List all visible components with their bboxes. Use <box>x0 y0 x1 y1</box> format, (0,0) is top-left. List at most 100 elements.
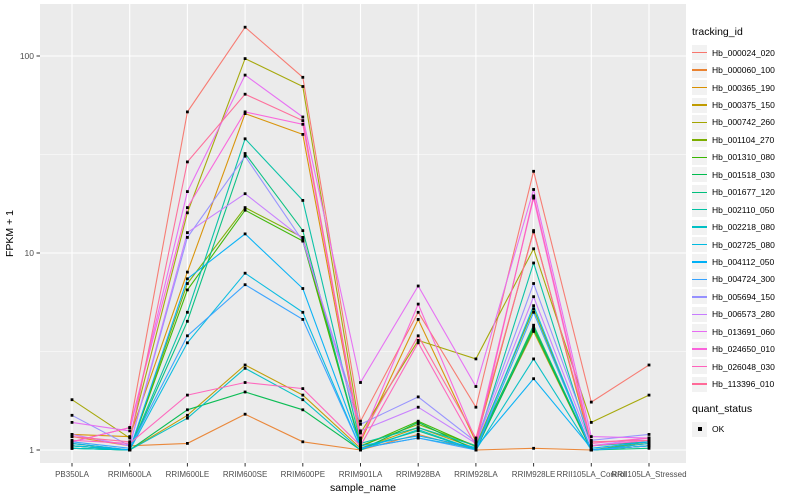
data-point <box>186 211 189 215</box>
data-point <box>416 339 420 342</box>
data-point <box>647 442 651 445</box>
data-point <box>186 206 189 209</box>
data-point <box>301 199 305 202</box>
legend-key-swatch <box>692 202 707 218</box>
data-point <box>186 341 189 345</box>
data-point <box>474 438 478 442</box>
legend-entry-Hb_001518_030: Hb_001518_030 <box>692 166 798 183</box>
legend-key-swatch <box>692 114 707 130</box>
data-point <box>532 325 535 329</box>
legend-key-swatch <box>692 306 707 322</box>
data-point <box>359 440 362 444</box>
legend-key-line-icon <box>692 69 707 71</box>
data-point <box>243 152 247 155</box>
x-tick-label: PB350LA <box>55 470 89 479</box>
legend-entry-Hb_000365_190: Hb_000365_190 <box>692 79 798 96</box>
x-tick-label: RRIM600PE <box>281 470 325 479</box>
legend-entry-label: Hb_024650_010 <box>712 344 775 355</box>
data-point <box>589 444 593 448</box>
data-point <box>359 448 362 452</box>
legend-entry-Hb_002725_080: Hb_002725_080 <box>692 236 798 253</box>
x-tick-label: RRIM928LA <box>454 470 498 479</box>
data-point <box>128 444 132 448</box>
data-point <box>474 448 478 452</box>
data-point <box>186 277 189 281</box>
x-tick-label: RRII105LA_Stressed <box>611 470 686 479</box>
legend-key-line-icon <box>692 121 707 124</box>
data-point <box>186 334 189 338</box>
data-point <box>532 323 535 327</box>
legend-entry-Hb_006573_280: Hb_006573_280 <box>692 306 798 323</box>
data-point <box>70 421 74 424</box>
data-point <box>70 446 74 450</box>
legend-entry-label: Hb_004112_050 <box>712 256 775 267</box>
data-point <box>186 393 189 397</box>
data-point <box>359 431 362 435</box>
legend-entry-label: Hb_001310_080 <box>712 152 775 163</box>
legend-entry-Hb_004112_050: Hb_004112_050 <box>692 253 798 270</box>
y-tick-label: 100 <box>20 51 34 61</box>
legend-entry-label: Hb_000024_020 <box>712 47 775 58</box>
data-point <box>301 229 305 232</box>
legend-panel: tracking_id Hb_000024_020 Hb_000060_100 Hb… <box>692 26 798 438</box>
data-point <box>186 270 189 274</box>
data-point <box>416 318 420 321</box>
data-point <box>532 327 535 331</box>
legend-entry-Hb_024650_010: Hb_024650_010 <box>692 340 798 357</box>
data-point <box>301 310 305 314</box>
legend-entry-label: Hb_001104_270 <box>712 134 775 145</box>
data-point <box>532 188 535 191</box>
data-point <box>301 115 305 119</box>
x-tick-label: RRIM901LA <box>339 470 383 479</box>
data-point <box>532 169 535 173</box>
legend-key-line-icon <box>692 296 707 298</box>
data-point <box>186 190 189 193</box>
data-point <box>532 304 535 308</box>
legend-key-swatch <box>692 62 707 78</box>
data-point <box>416 395 420 399</box>
legend-key-swatch <box>692 271 707 287</box>
data-point <box>532 194 535 198</box>
x-tick-label: RRIM600LE <box>166 470 210 479</box>
legend-key-swatch <box>692 219 707 235</box>
data-point <box>416 436 420 440</box>
legend-key-swatch <box>692 254 707 270</box>
data-point <box>474 436 478 440</box>
data-point <box>243 73 247 77</box>
legend-entry-label: Hb_001518_030 <box>712 169 775 180</box>
legend-entry-label: Hb_000742_260 <box>712 117 775 128</box>
data-point <box>359 436 362 440</box>
data-point <box>647 363 651 367</box>
data-point <box>128 440 132 444</box>
legend-key-line-icon <box>692 348 707 350</box>
data-point <box>589 400 593 404</box>
data-point <box>243 283 247 287</box>
data-point <box>532 310 535 314</box>
legend-entry-label: Hb_013691_060 <box>712 326 775 337</box>
legend-key-line-icon <box>692 331 707 333</box>
legend-key-line-icon <box>692 139 707 141</box>
data-point <box>474 357 478 361</box>
data-point <box>243 271 247 275</box>
data-point <box>243 57 247 60</box>
data-point <box>128 446 132 450</box>
data-point <box>243 208 247 212</box>
legend-key-swatch <box>692 359 707 375</box>
data-point <box>243 110 247 114</box>
legend-key-swatch <box>692 324 707 340</box>
legend-key-swatch <box>692 80 707 96</box>
data-point <box>532 247 535 251</box>
data-point <box>359 381 362 384</box>
data-point <box>301 393 305 397</box>
legend-key-swatch <box>692 341 707 357</box>
legend-entry-label: Hb_001677_120 <box>712 187 775 198</box>
data-point <box>70 440 74 444</box>
legend-key-line-icon <box>692 383 707 385</box>
legend-entry-label: Hb_026048_030 <box>712 361 775 372</box>
legend-key-swatch <box>692 97 707 113</box>
data-point <box>416 405 420 409</box>
data-point <box>186 282 189 285</box>
legend-key-line-icon <box>692 191 707 193</box>
data-point <box>647 440 651 444</box>
